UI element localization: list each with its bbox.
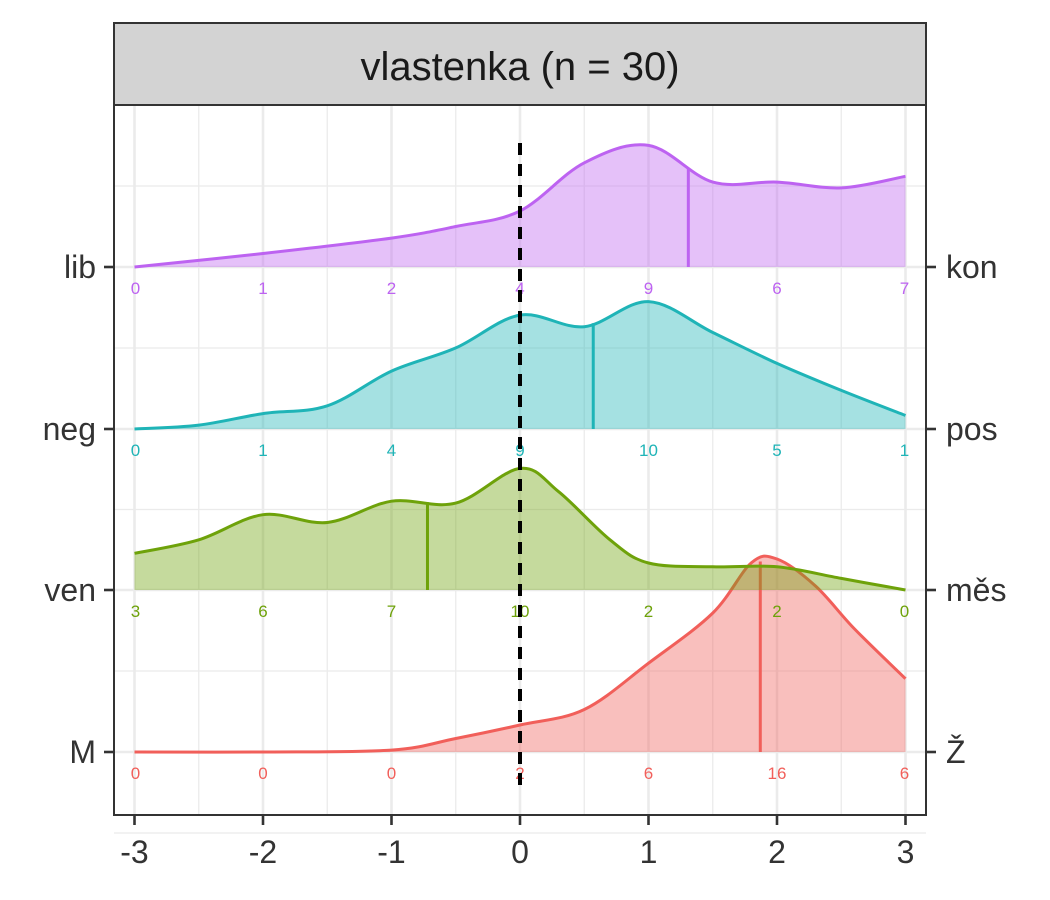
count-label: 4: [515, 279, 524, 298]
left-label: M: [69, 734, 96, 770]
count-label: 0: [258, 764, 267, 783]
count-label: 3: [131, 602, 140, 621]
right-label: Ž: [946, 734, 966, 770]
x-tick-label: 1: [640, 834, 658, 870]
count-label: 6: [772, 279, 781, 298]
count-label: 4: [387, 441, 396, 460]
facet-title: vlastenka (n = 30): [360, 45, 679, 89]
x-tick-label: 3: [897, 834, 915, 870]
count-label: 0: [131, 764, 140, 783]
count-label: 1: [258, 279, 267, 298]
count-label: 1: [900, 441, 909, 460]
density-area: [134, 144, 906, 267]
count-label: 2: [644, 602, 653, 621]
left-label: lib: [64, 249, 96, 285]
count-label: 5: [772, 441, 781, 460]
right-label: kon: [946, 249, 998, 285]
count-label: 1: [258, 441, 267, 460]
count-label: 0: [131, 441, 140, 460]
count-label: 6: [258, 602, 267, 621]
count-label: 0: [387, 764, 396, 783]
density-line: [134, 554, 907, 754]
count-label: 10: [639, 441, 658, 460]
count-label: 6: [644, 764, 653, 783]
count-label: 9: [515, 441, 524, 460]
density-area: [134, 556, 906, 753]
count-label: 0: [900, 602, 909, 621]
count-label: 6: [900, 764, 909, 783]
x-tick-label: 0: [511, 834, 529, 870]
x-tick-label: -1: [377, 834, 405, 870]
count-label: 16: [768, 764, 787, 783]
count-label: 2: [772, 602, 781, 621]
count-label: 7: [900, 279, 909, 298]
count-label: 7: [387, 602, 396, 621]
right-label: pos: [946, 411, 998, 447]
left-label: neg: [43, 411, 96, 447]
density-row: 0 1 2 4 9 6 7: [131, 143, 909, 298]
density-line: [134, 466, 906, 592]
left-label: ven: [44, 572, 96, 608]
count-label: 2: [387, 279, 396, 298]
density-row: 00026166: [131, 554, 909, 783]
count-label: 9: [644, 279, 653, 298]
x-tick-label: -3: [120, 834, 148, 870]
facet-strip: [113, 22, 927, 106]
right-label: měs: [946, 572, 1006, 608]
x-tick-label: 2: [768, 834, 786, 870]
count-label: 0: [131, 279, 140, 298]
density-line: [134, 143, 906, 269]
x-tick-label: -2: [249, 834, 277, 870]
